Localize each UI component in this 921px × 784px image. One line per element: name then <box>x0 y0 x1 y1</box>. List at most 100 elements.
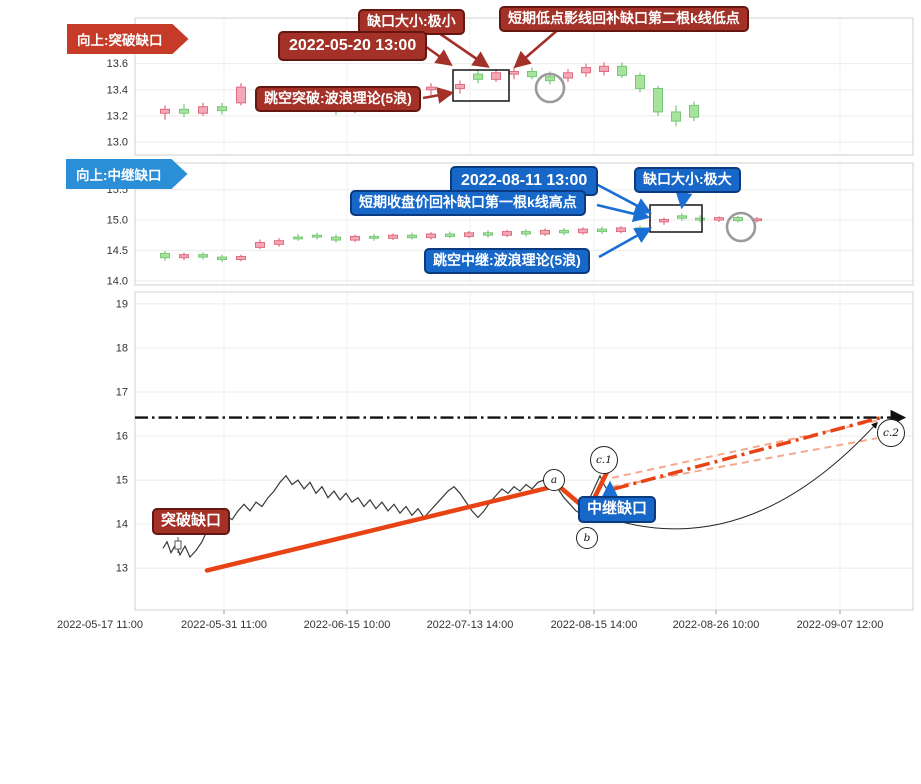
chart-rect <box>491 72 501 80</box>
chart-text: 18 <box>116 342 128 354</box>
chart-rect <box>198 254 208 258</box>
chart-line <box>596 203 651 223</box>
chart-rect <box>578 228 588 234</box>
chart-text: 13.6 <box>107 58 128 70</box>
chart-rect <box>473 73 483 80</box>
chart-polyline <box>204 469 610 573</box>
chart-line <box>435 29 490 68</box>
chart-rect <box>581 67 591 74</box>
chart-circle <box>725 211 757 243</box>
breakaway-gap-datetime-label: 2022-05-20 13:00 <box>278 31 428 61</box>
chart-rect <box>426 86 436 91</box>
chart-rect <box>369 235 379 239</box>
chart-rect <box>649 204 703 233</box>
gap-size-large-label: 缺口大小:极大 <box>634 167 741 193</box>
chart-text: 13.2 <box>107 110 128 122</box>
gap-size-small-label: 缺口大小:极小 <box>358 9 465 35</box>
breakout-gap-label: 突破缺口 <box>152 508 231 535</box>
chart-circle <box>534 72 566 104</box>
chart-text: 2022-05-31 11:00 <box>181 619 267 631</box>
chart-rect <box>160 108 170 114</box>
chart-rect <box>464 232 474 237</box>
chart-text: 2022-08-26 10:00 <box>673 619 760 631</box>
continuation-gap-label: 中继缺口 <box>578 496 657 523</box>
chart-rect <box>635 74 645 89</box>
gap-continuation-wave-theory-label: 跳空中继:波浪理论(5浪) <box>424 248 590 274</box>
chart-line <box>513 27 561 69</box>
chart-text: 15 <box>116 475 128 487</box>
chart-rect <box>179 108 189 114</box>
chart-rect <box>255 242 265 248</box>
chart-rect <box>653 87 663 113</box>
chart-text: 2022-09-07 12:00 <box>797 619 884 631</box>
chart-rect <box>617 65 627 76</box>
chart-text: 2022-07-13 14:00 <box>427 619 514 631</box>
breakaway-gap-ribbon: 向上:突破缺口 <box>67 24 189 54</box>
chart-line <box>611 419 878 479</box>
chart-rect <box>198 106 208 114</box>
chart-rect <box>671 111 681 122</box>
chart-rect <box>174 540 182 550</box>
chart-text: 15.0 <box>107 215 128 227</box>
chart-rect <box>217 106 227 112</box>
chart-rect <box>659 218 669 223</box>
chart-rect <box>452 69 510 102</box>
point-c2-marker: c.2 <box>877 419 905 447</box>
chart-rect <box>407 234 417 239</box>
chart-rect <box>134 291 914 611</box>
chart-rect <box>695 217 705 221</box>
chart-rect <box>616 227 626 233</box>
chart-rect <box>733 217 743 222</box>
chart-rect <box>274 240 284 245</box>
chart-rect <box>293 236 303 240</box>
chart-rect <box>236 86 246 104</box>
chart-rect <box>563 72 573 79</box>
chart-rect <box>426 233 436 239</box>
chart-path <box>587 421 878 530</box>
chart-line <box>613 415 882 491</box>
chart-text: 14.0 <box>107 275 128 287</box>
gap-breakout-wave-theory-label: 跳空突破:波浪理论(5浪) <box>255 86 421 112</box>
chart-rect <box>455 84 465 89</box>
chart-text: 2022-05-17 11:00 <box>57 619 143 631</box>
chart-text: 16 <box>116 431 128 443</box>
chart-rect <box>350 235 360 241</box>
chart-text: 17 <box>116 386 128 398</box>
chart-rect <box>527 70 537 78</box>
chart-rect <box>521 231 531 235</box>
chart-rect <box>545 76 555 82</box>
chart-rect <box>134 162 914 286</box>
chart-rect <box>599 65 609 72</box>
chart-rect <box>236 255 246 261</box>
chart-rect <box>331 236 341 241</box>
chart-rect <box>502 231 512 236</box>
chart-rect <box>509 70 519 75</box>
chart-line <box>611 437 878 488</box>
chart-rect <box>540 229 550 235</box>
chart-rect <box>388 234 398 239</box>
chart-rect <box>312 234 322 238</box>
chart-text: 2022-08-15 14:00 <box>551 619 638 631</box>
chart-text: 14.5 <box>107 245 128 257</box>
chart-rect <box>635 227 645 231</box>
chart-text: 19 <box>116 298 128 310</box>
chart-text: 13 <box>116 563 128 575</box>
chart-rect <box>597 228 607 233</box>
chart-text: 13.0 <box>107 136 128 148</box>
chart-rect <box>134 17 914 156</box>
chart-rect <box>483 232 493 236</box>
point-b-marker: b <box>576 527 598 549</box>
point-a-marker: a <box>543 469 565 491</box>
chart-rect <box>714 217 724 221</box>
chart-text: 2022-06-15 10:00 <box>304 619 391 631</box>
chart-text: 14 <box>116 519 128 531</box>
short-low-shadow-fill-label: 短期低点影线回补缺口第二根k线低点 <box>499 6 749 32</box>
chart-rect <box>179 254 189 259</box>
chart-line <box>598 227 652 259</box>
short-close-fill-label: 短期收盘价回补缺口第一根k线高点 <box>350 190 586 216</box>
chart-text: 13.4 <box>107 84 128 96</box>
chart-rect <box>445 233 455 237</box>
chart-rect <box>559 229 569 234</box>
